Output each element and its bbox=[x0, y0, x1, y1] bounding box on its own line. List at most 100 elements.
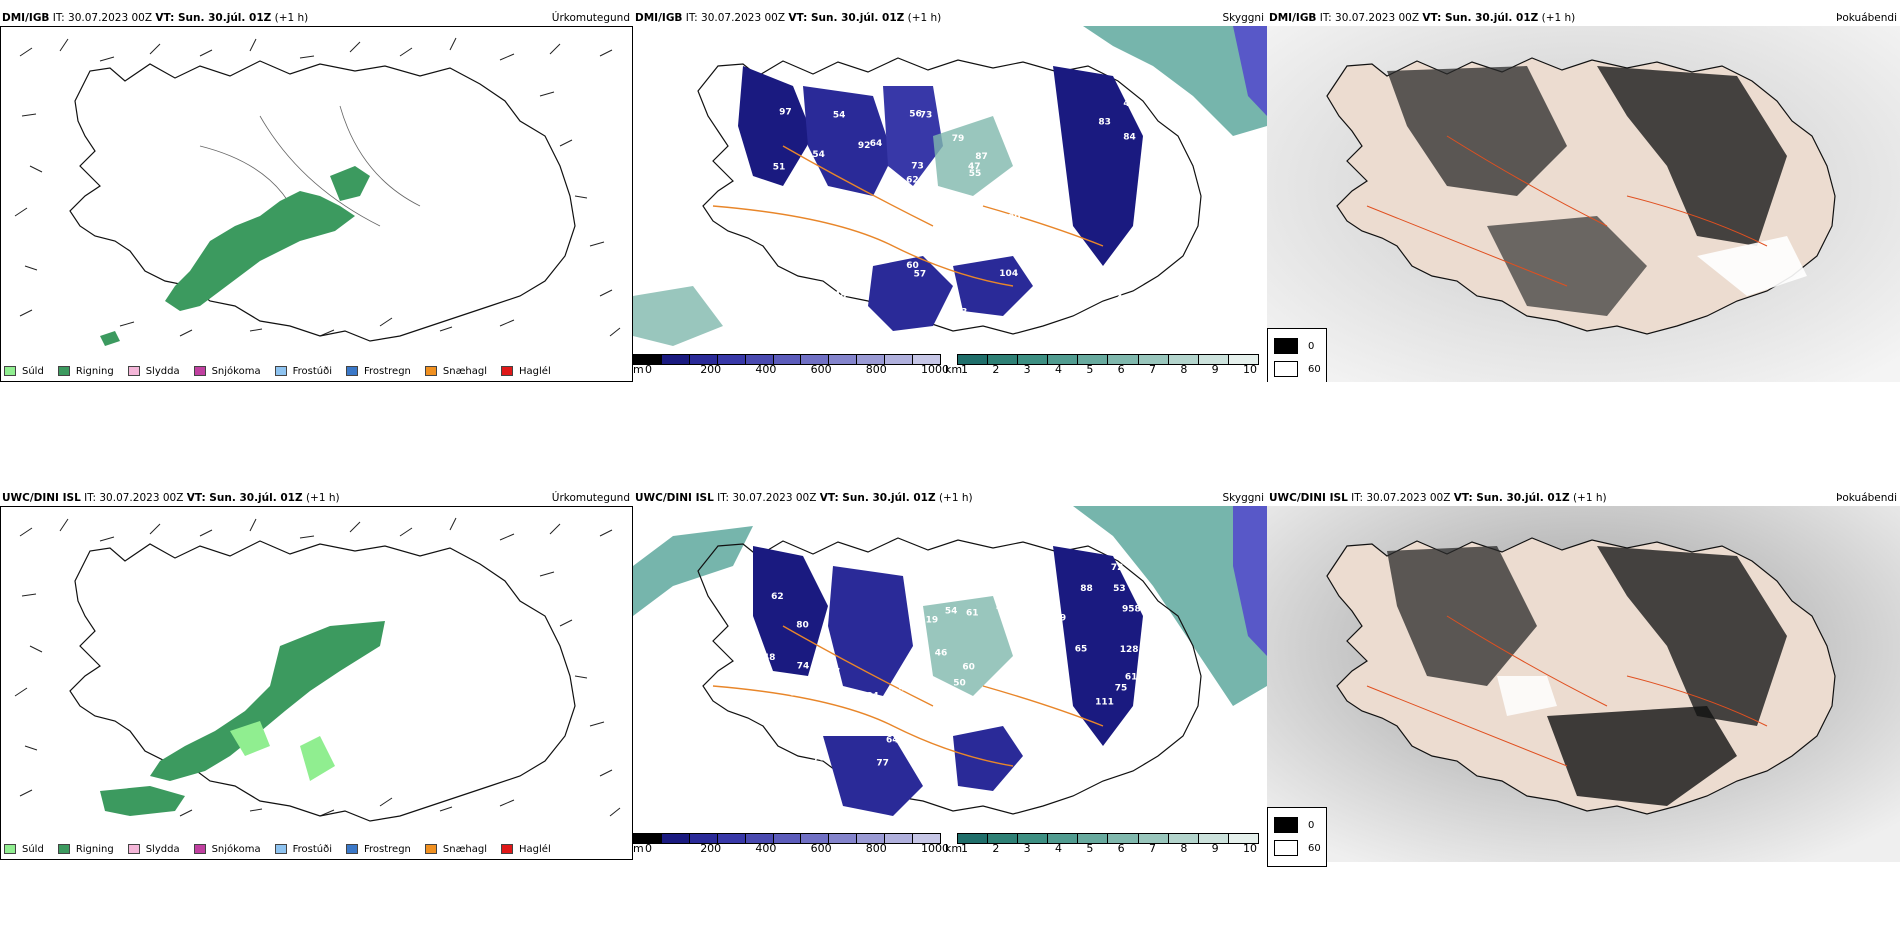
colorbar-cell bbox=[829, 355, 858, 364]
colorbar-cell bbox=[988, 834, 1019, 843]
visibility-value-label: 390 bbox=[1098, 789, 1117, 799]
precip-panel-row1: DMI/IGB IT: 30.07.2023 00Z VT: Sun. 30.j… bbox=[0, 10, 633, 382]
visibility-value-label: 76 bbox=[1034, 85, 1047, 95]
visibility-value-label: 119 bbox=[919, 615, 938, 625]
precip-legend-item: Slydda bbox=[127, 844, 180, 855]
visibility-value-label: 83 bbox=[968, 718, 981, 728]
legend-label: Rigning bbox=[75, 843, 114, 855]
precip-map-row1 bbox=[14, 37, 621, 346]
legend-swatch bbox=[274, 844, 287, 854]
fog-panel-row2: UWC/DINI ISL IT: 30.07.2023 00Z VT: Sun.… bbox=[1267, 490, 1900, 950]
precip-legend: Súld Rigning Slydda Snjókoma Frostúði Frostre… bbox=[4, 363, 565, 379]
visibility-value-label: 104 bbox=[999, 269, 1018, 279]
visibility-value-label: 55 bbox=[969, 169, 982, 179]
colorbar-tick: 400 bbox=[755, 363, 777, 376]
visibility-value-label: 208 bbox=[1029, 691, 1048, 701]
colorbar-tick: 200 bbox=[700, 363, 722, 376]
visibility-value-label: 84 bbox=[1123, 133, 1136, 143]
panel-title: Skyggni bbox=[1222, 492, 1265, 504]
legend-label: Súld bbox=[22, 365, 44, 377]
legend-swatch bbox=[127, 366, 140, 376]
visibility-value-label: 60 bbox=[906, 261, 919, 271]
colorbar-tick: 2 bbox=[992, 842, 1000, 855]
visibility-value-label: 97 bbox=[779, 108, 792, 118]
it-prefix: IT: bbox=[52, 12, 65, 24]
visibility-value-label: 101 bbox=[1074, 771, 1093, 781]
visibility-value-label: 75 bbox=[1115, 684, 1128, 694]
colorbar-tick: 9 bbox=[1211, 842, 1219, 855]
colorbar-cell bbox=[661, 834, 690, 843]
panel-header: UWC/DINI ISL IT: 30.07.2023 00Z VT: Sun.… bbox=[633, 490, 1267, 506]
fog-legend: 0 60 bbox=[1267, 328, 1327, 382]
colorbar-tick: 8 bbox=[1180, 842, 1188, 855]
visibility-value-label: 54 bbox=[833, 111, 846, 121]
vt-label: VT: Sun. 30.júl. 01Z bbox=[155, 12, 272, 24]
precip-legend-item: Súld bbox=[4, 366, 44, 377]
colorbar-cell bbox=[1078, 834, 1109, 843]
vt-suffix: (+1 h) bbox=[274, 12, 309, 24]
visibility-value-label: 92 bbox=[858, 141, 871, 151]
vt-label: VT: Sun. 30.júl. 01Z bbox=[1453, 492, 1570, 504]
model-name: DMI/IGB bbox=[2, 12, 50, 24]
colorbar-cell bbox=[1228, 834, 1258, 843]
legend-label: Haglél bbox=[519, 365, 551, 377]
panel-header: UWC/DINI ISL IT: 30.07.2023 00Z VT: Sun.… bbox=[1267, 490, 1900, 506]
precip-legend-item: Haglél bbox=[501, 366, 551, 377]
colorbar-cell bbox=[1198, 834, 1229, 843]
it-prefix: IT: bbox=[1319, 12, 1332, 24]
colorbar-cell bbox=[634, 834, 662, 843]
colorbar-cell bbox=[1048, 355, 1079, 364]
colorbar-tick: 0 bbox=[645, 363, 652, 376]
panel-header: DMI/IGB IT: 30.07.2023 00Z VT: Sun. 30.j… bbox=[1267, 10, 1900, 26]
fog-map-row2 bbox=[1267, 506, 1900, 862]
visibility-value-label: 48 bbox=[1123, 99, 1136, 109]
colorbar-tick: 3 bbox=[1023, 363, 1031, 376]
visibility-value-label: 621 bbox=[1012, 563, 1031, 573]
model-name: DMI/IGB bbox=[635, 12, 683, 24]
colorbar-cell bbox=[1168, 355, 1199, 364]
colorbar-cell bbox=[745, 355, 774, 364]
panel-title: Úrkomutegund bbox=[551, 12, 630, 24]
visibility-value-label: 56 bbox=[1162, 711, 1175, 721]
visibility-value-label: 54 bbox=[755, 283, 768, 293]
visibility-value-label: 72 bbox=[1111, 563, 1124, 573]
legend-swatch bbox=[424, 844, 437, 854]
legend-swatch bbox=[127, 844, 140, 854]
vt-suffix: (+1 h) bbox=[1572, 492, 1607, 504]
visibility-value-label: 148 bbox=[757, 653, 776, 663]
fog-legend-low: 0 bbox=[1308, 819, 1315, 831]
precip-legend-item: Rigning bbox=[57, 843, 114, 855]
colorbar-cell bbox=[717, 355, 746, 364]
colorbar-tick: 10 bbox=[1243, 363, 1257, 376]
colorbar-cell bbox=[1138, 355, 1169, 364]
model-name: UWC/DINI ISL bbox=[2, 492, 81, 504]
precip-legend-item: Haglél bbox=[501, 844, 551, 855]
legend-swatch bbox=[274, 366, 287, 376]
vt-suffix: (+1 h) bbox=[305, 492, 340, 504]
visibility-value-label: 45 bbox=[760, 299, 773, 309]
colorbar-cell bbox=[958, 834, 989, 843]
visibility-value-label: 101 bbox=[1046, 762, 1065, 772]
panel-header: DMI/IGB IT: 30.07.2023 00Z VT: Sun. 30.j… bbox=[633, 10, 1267, 26]
visibility-value-label: 56 bbox=[909, 110, 922, 120]
visibility-value-label: 724 bbox=[953, 714, 972, 724]
model-name: DMI/IGB bbox=[1269, 12, 1317, 24]
colorbar-cell bbox=[1228, 355, 1258, 364]
height-colorbar: m 0 200 400 600 800 1000 bbox=[633, 354, 949, 378]
legend-label: Frostúði bbox=[292, 365, 332, 377]
vt-label: VT: Sun. 30.júl. 01Z bbox=[186, 492, 303, 504]
height-unit: m bbox=[633, 842, 644, 855]
colorbar-cell bbox=[1108, 834, 1139, 843]
colorbar-cell bbox=[1108, 355, 1139, 364]
panel-title: Úrkomutegund bbox=[551, 492, 630, 504]
fog-legend: 0 60 bbox=[1267, 807, 1327, 867]
visibility-unit: km bbox=[945, 363, 963, 376]
visibility-value-label: 54 bbox=[911, 74, 924, 84]
visibility-value-label: 45 bbox=[1011, 710, 1024, 720]
visibility-value-label: 50 bbox=[1145, 141, 1158, 151]
visibility-value-label: 138 bbox=[819, 259, 838, 269]
model-name: UWC/DINI ISL bbox=[635, 492, 714, 504]
colorbar-tick: 400 bbox=[755, 842, 777, 855]
visibility-value-label: 128 bbox=[1120, 645, 1139, 655]
visibility-value-label: 104 bbox=[777, 723, 796, 733]
